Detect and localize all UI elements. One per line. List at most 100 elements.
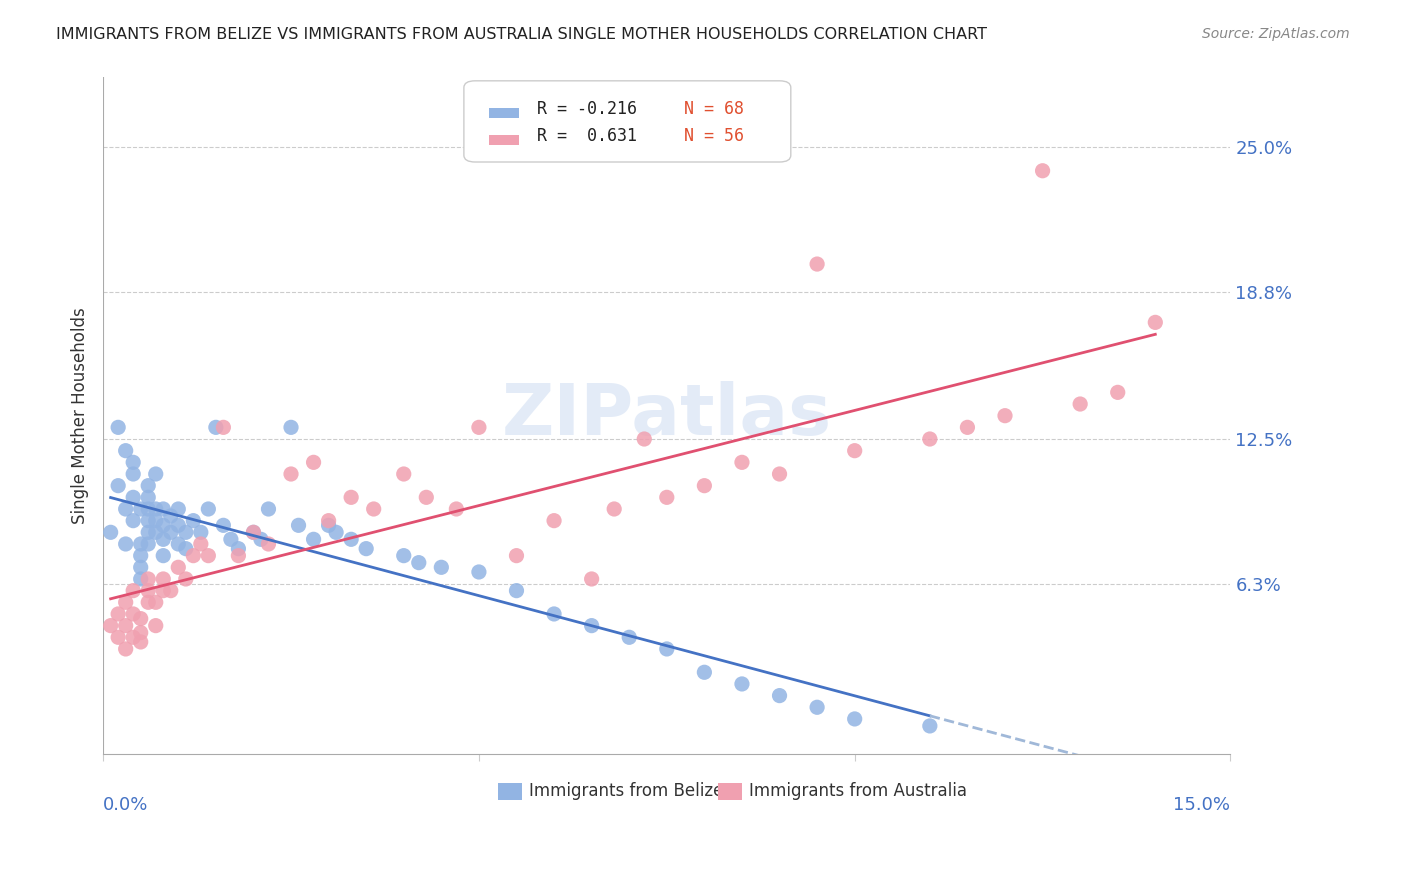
Point — [136, 478, 159, 492]
Point — [136, 572, 159, 586]
Point — [392, 467, 415, 481]
Point — [619, 630, 641, 644]
Point — [1107, 385, 1129, 400]
Point — [205, 420, 228, 434]
Point — [181, 549, 204, 563]
Point — [318, 514, 340, 528]
Point — [468, 565, 491, 579]
Point — [107, 478, 129, 492]
Point — [136, 502, 159, 516]
Point — [768, 467, 790, 481]
Point — [100, 618, 122, 632]
Text: R = -0.216: R = -0.216 — [537, 100, 637, 119]
Point — [228, 541, 250, 556]
Point — [768, 689, 790, 703]
Point — [581, 618, 603, 632]
Point — [129, 502, 152, 516]
Point — [731, 677, 754, 691]
Point — [159, 583, 181, 598]
Point — [152, 583, 174, 598]
Point — [136, 595, 159, 609]
Point — [114, 502, 136, 516]
Point — [122, 455, 145, 469]
Point — [918, 432, 941, 446]
Point — [655, 491, 678, 505]
Point — [1069, 397, 1091, 411]
Point — [181, 514, 204, 528]
Point — [468, 420, 491, 434]
Point — [918, 719, 941, 733]
Text: IMMIGRANTS FROM BELIZE VS IMMIGRANTS FROM AUSTRALIA SINGLE MOTHER HOUSEHOLDS COR: IMMIGRANTS FROM BELIZE VS IMMIGRANTS FRO… — [56, 27, 987, 42]
Point — [302, 533, 325, 547]
Point — [174, 525, 197, 540]
Point — [446, 502, 468, 516]
Point — [167, 537, 190, 551]
Point — [114, 618, 136, 632]
Point — [129, 572, 152, 586]
Point — [167, 518, 190, 533]
Point — [242, 525, 264, 540]
Point — [129, 612, 152, 626]
Point — [114, 443, 136, 458]
Point — [844, 443, 866, 458]
Point — [122, 630, 145, 644]
Point — [159, 508, 181, 523]
Point — [543, 514, 565, 528]
Point — [392, 549, 415, 563]
Point — [152, 518, 174, 533]
Point — [603, 502, 626, 516]
Point — [655, 642, 678, 657]
Point — [167, 502, 190, 516]
Point — [107, 607, 129, 621]
Point — [122, 514, 145, 528]
Point — [250, 533, 273, 547]
Text: R =  0.631: R = 0.631 — [537, 128, 637, 145]
Point — [129, 625, 152, 640]
Point — [152, 502, 174, 516]
Point — [257, 537, 280, 551]
Point — [152, 549, 174, 563]
Point — [136, 525, 159, 540]
Point — [174, 572, 197, 586]
FancyBboxPatch shape — [489, 108, 519, 118]
Point — [994, 409, 1017, 423]
Point — [136, 491, 159, 505]
Point — [1032, 163, 1054, 178]
Text: ZIPatlas: ZIPatlas — [502, 381, 832, 450]
Text: 0.0%: 0.0% — [103, 796, 149, 814]
Point — [145, 514, 167, 528]
Point — [100, 525, 122, 540]
Point — [145, 467, 167, 481]
FancyBboxPatch shape — [489, 136, 519, 145]
Point — [122, 467, 145, 481]
Point — [415, 491, 437, 505]
Point — [152, 533, 174, 547]
Text: N = 56: N = 56 — [683, 128, 744, 145]
Text: Immigrants from Australia: Immigrants from Australia — [749, 782, 967, 800]
Point — [152, 572, 174, 586]
Point — [693, 665, 716, 680]
Point — [129, 635, 152, 649]
Point — [505, 583, 527, 598]
Point — [325, 525, 347, 540]
Text: 15.0%: 15.0% — [1174, 796, 1230, 814]
Point — [145, 525, 167, 540]
Point — [430, 560, 453, 574]
Point — [693, 478, 716, 492]
Point — [956, 420, 979, 434]
Text: N = 68: N = 68 — [683, 100, 744, 119]
Point — [340, 491, 363, 505]
Point — [806, 257, 828, 271]
Point — [257, 502, 280, 516]
FancyBboxPatch shape — [498, 783, 523, 800]
Point — [122, 607, 145, 621]
Text: Source: ZipAtlas.com: Source: ZipAtlas.com — [1202, 27, 1350, 41]
Point — [167, 560, 190, 574]
Point — [136, 583, 159, 598]
Point — [354, 541, 377, 556]
Point — [190, 525, 212, 540]
Point — [505, 549, 527, 563]
Point — [806, 700, 828, 714]
Point — [340, 533, 363, 547]
Point — [280, 467, 302, 481]
